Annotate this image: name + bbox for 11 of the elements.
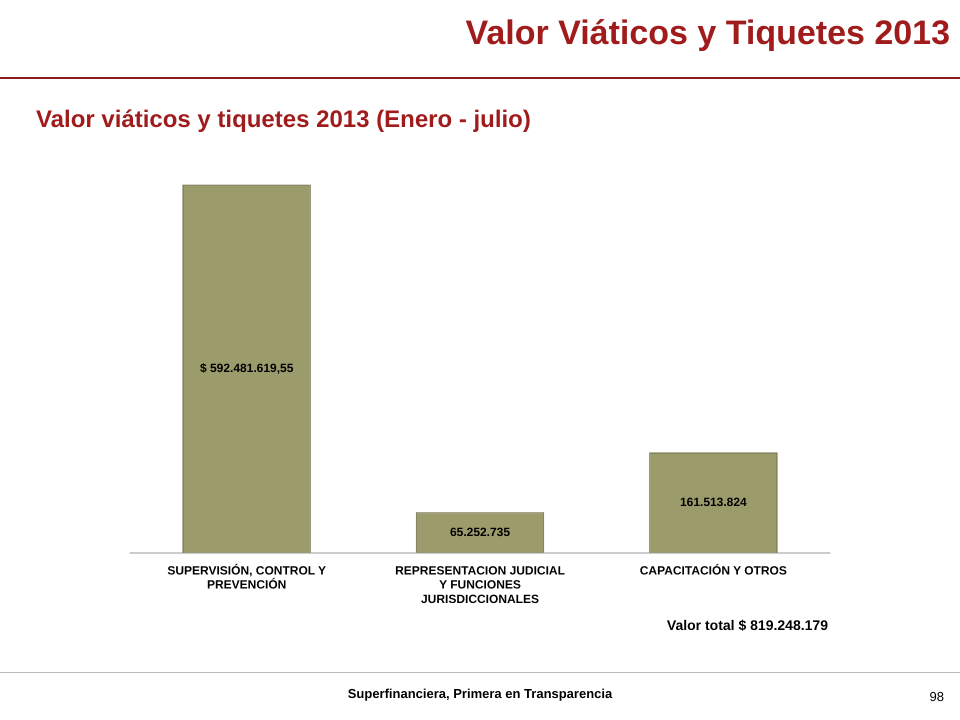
x-tick-label: CAPACITACIÓN Y OTROS	[640, 563, 787, 578]
x-tick-label: SUPERVISIÓN, CONTROL Y PREVENCIÓN	[167, 563, 326, 592]
text: 98	[930, 689, 944, 704]
data-label: $ 592.481.619,55	[200, 361, 294, 376]
data-label: 65.252.735	[450, 524, 510, 539]
data-label: 161.513.824	[680, 494, 748, 509]
x-tick-label: REPRESENTACION JUDICIAL Y FUNCIONES JURISDICCIONALES	[395, 563, 565, 606]
chart-subtitle: Valor viáticos y tiquetes 2013 (Enero - julio)	[36, 106, 531, 134]
text: Superfinanciera, Primera en Transparencia	[348, 686, 612, 701]
chart-title: Valor Viáticos y Tiquetes 2013	[466, 14, 950, 53]
text: Valor total $ 819.248.179	[666, 617, 828, 633]
